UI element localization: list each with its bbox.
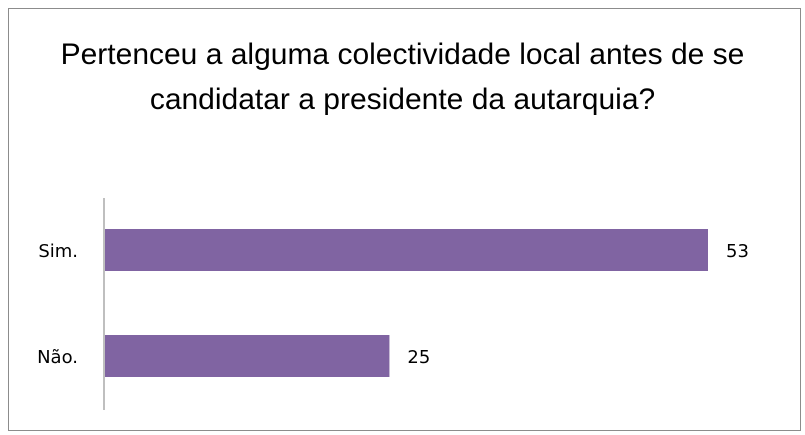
chart-title: Pertenceu a alguma colectividade local a… <box>60 38 745 116</box>
category-label-1: Não. <box>37 347 78 368</box>
bar-1 <box>105 335 390 377</box>
bar-0 <box>105 229 708 271</box>
data-label-1: 25 <box>407 347 430 368</box>
data-label-0: 53 <box>726 241 749 262</box>
category-label-0: Sim. <box>38 241 78 262</box>
